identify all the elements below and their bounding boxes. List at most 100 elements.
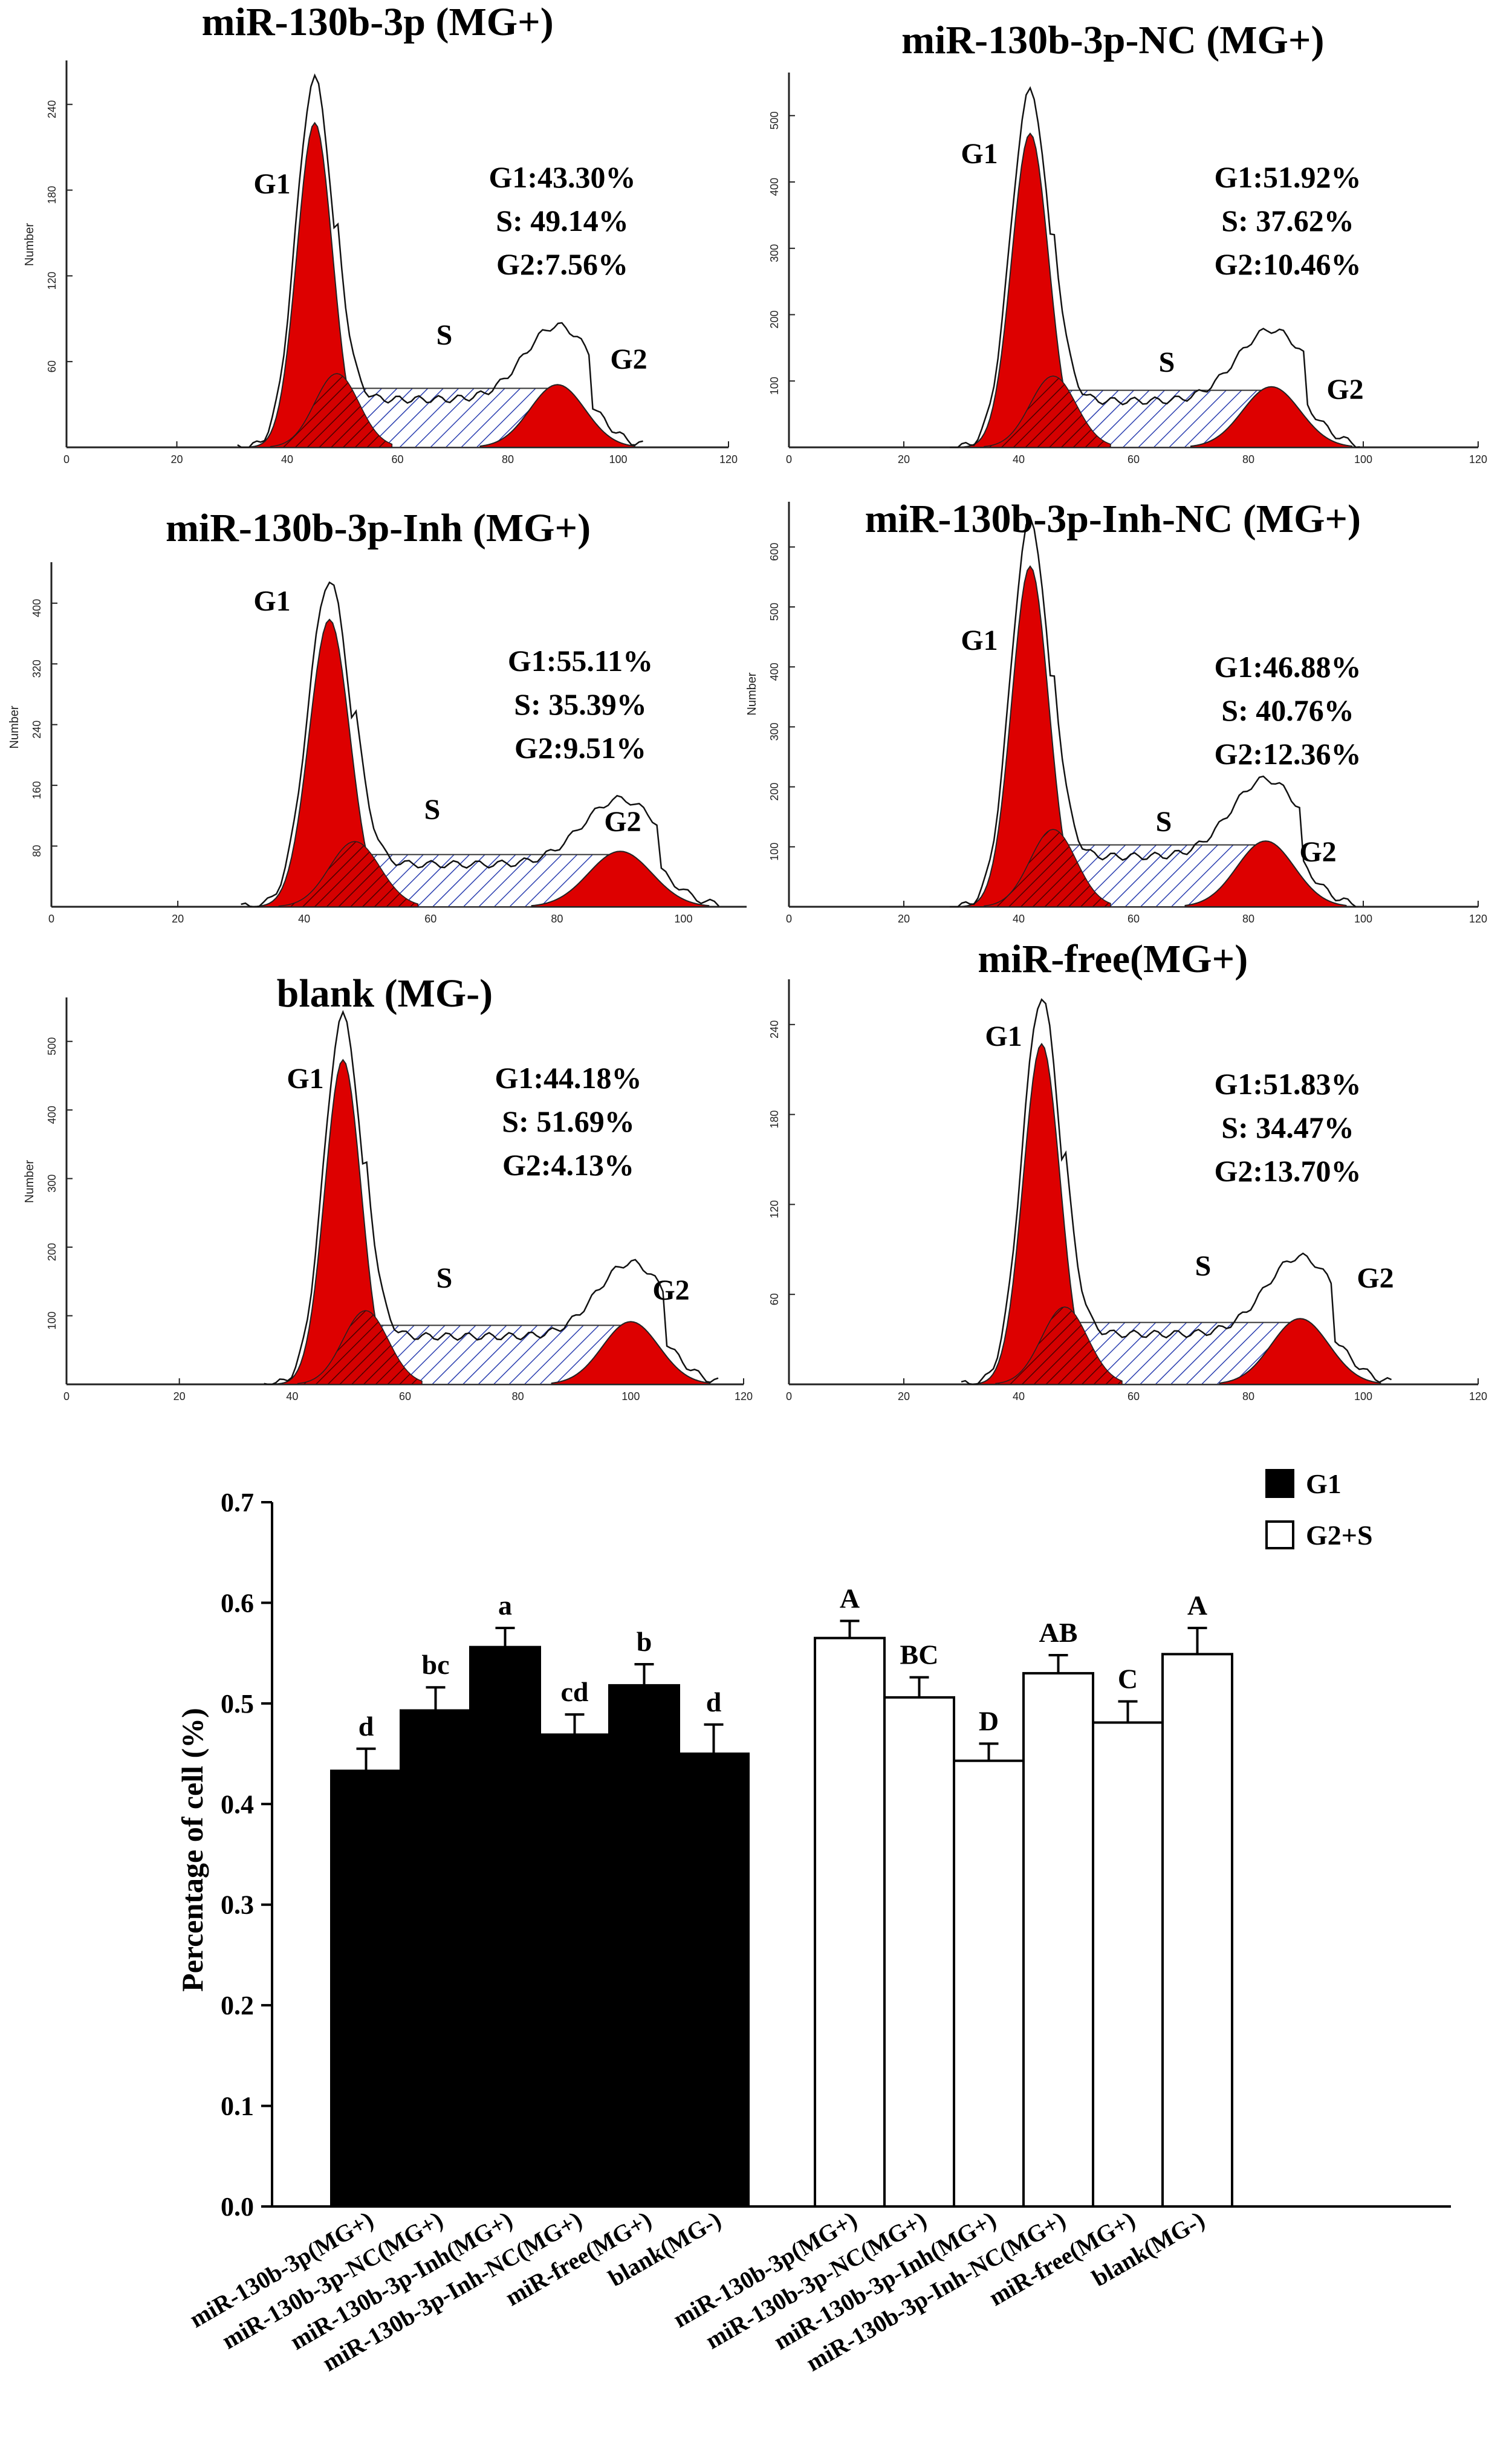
- histogram-y-tick-label: 180: [768, 1110, 780, 1129]
- bar-y-tick-label: 0.6: [221, 1588, 254, 1618]
- histogram-y-tick-label: 240: [31, 721, 43, 739]
- histogram-y-tick-label: 100: [46, 1312, 58, 1330]
- histogram-data-outline: [950, 515, 1357, 908]
- bar: [1161, 1653, 1233, 2208]
- histogram-y-tick-label: 80: [31, 845, 43, 857]
- histogram-x-tick-label: 0: [63, 453, 70, 465]
- histogram-y-tick-label: 500: [768, 603, 780, 621]
- histogram-g2-label: G2: [1326, 374, 1363, 406]
- histogram-stat-line: G2:4.13%: [502, 1148, 634, 1182]
- histogram-stat-line: G1:51.92%: [1214, 160, 1361, 194]
- histogram-x-tick-label: 80: [1242, 1390, 1254, 1402]
- histogram-y-axis-label: Number: [8, 705, 21, 748]
- histogram-s-label: S: [1159, 346, 1175, 378]
- histogram-stat-line: S: 49.14%: [496, 204, 628, 238]
- histogram-x-tick-label: 120: [735, 1390, 753, 1402]
- bar: [814, 1636, 886, 2208]
- histogram-stat-line: S: 51.69%: [502, 1104, 634, 1138]
- histogram-x-tick-label: 20: [172, 913, 184, 925]
- histogram-debris-peak: [995, 1306, 1123, 1385]
- histogram-s-label: S: [424, 794, 441, 826]
- bar-y-tick-label: 0.0: [221, 2192, 254, 2222]
- histogram-x-tick-label: 60: [1128, 1390, 1140, 1402]
- histogram-x-tick-label: 100: [1354, 913, 1372, 925]
- histogram-g1-label: G1: [253, 585, 290, 617]
- histogram-g2-label: G2: [610, 343, 647, 375]
- histogram-y-tick-label: 320: [31, 660, 43, 678]
- bar-significance-label: bc: [422, 1649, 450, 1680]
- histogram-stat-line: G1:55.11%: [508, 644, 653, 678]
- histogram-x-tick-label: 100: [1354, 453, 1372, 465]
- histogram-x-tick-label: 120: [1469, 913, 1487, 925]
- histogram-g1-label: G1: [287, 1063, 323, 1095]
- histogram-y-tick-label: 300: [768, 722, 780, 741]
- bar: [1092, 1721, 1164, 2208]
- histogram-data-outline: [241, 581, 719, 908]
- histogram-y-tick-label: 300: [46, 1175, 58, 1193]
- bar-significance-label: d: [359, 1711, 374, 1742]
- histogram-panel: 100 200 300 400 500 0 20 40 60 80 100 120 miR-130b-3…: [768, 18, 1487, 465]
- histogram-debris-peak: [270, 373, 393, 448]
- histogram-y-tick-label: 180: [46, 186, 58, 204]
- histogram-x-tick-label: 120: [719, 453, 738, 465]
- histogram-x-tick-label: 0: [786, 1390, 792, 1402]
- histogram-y-tick-label: 300: [768, 244, 780, 262]
- histogram-title: miR-130b-3p (MG+): [202, 0, 554, 44]
- histogram-x-tick-label: 120: [1469, 1390, 1487, 1402]
- bar-significance-label: AB: [1039, 1617, 1078, 1648]
- histogram-stat-line: G1:46.88%: [1214, 650, 1361, 684]
- histogram-s-label: S: [436, 1262, 453, 1294]
- bar: [539, 1733, 611, 2208]
- bar-significance-label: C: [1118, 1664, 1138, 1694]
- histogram-x-tick-label: 60: [424, 913, 436, 925]
- bar-y-tick-label: 0.4: [221, 1789, 254, 1819]
- bar-significance-label: cd: [561, 1676, 589, 1707]
- histogram-stat-line: G1:51.83%: [1214, 1067, 1361, 1101]
- histogram-title: miR-free(MG+): [978, 937, 1248, 981]
- histogram-x-tick-label: 80: [551, 913, 563, 925]
- histogram-x-tick-label: 60: [391, 453, 403, 465]
- histogram-x-tick-label: 20: [898, 453, 910, 465]
- bar: [883, 1696, 955, 2208]
- cell-cycle-bar-chart: 0.0 0.1 0.2 0.3 0.4 0.5 0.6 0.7 Percentage of ce…: [175, 1468, 1451, 2376]
- histogram-g2-peak: [1190, 386, 1352, 448]
- histogram-y-tick-label: 160: [31, 781, 43, 799]
- histogram-title: miR-130b-3p-NC (MG+): [901, 18, 1324, 62]
- flow-histogram-panels: 60 120 180 240 0 20 40 60 80 100 120 Number miR-130b…: [8, 0, 1487, 1402]
- legend-label: G2+S: [1306, 1520, 1373, 1551]
- histogram-data-outline: [264, 1010, 719, 1386]
- legend-swatch: [1265, 1469, 1294, 1498]
- bar-significance-label: d: [706, 1687, 722, 1717]
- histogram-stat-line: G1:43.30%: [488, 160, 635, 194]
- histogram-debris-peak: [278, 841, 419, 907]
- histogram-stat-line: G2:10.46%: [1214, 247, 1361, 281]
- bar-significance-label: a: [498, 1590, 512, 1621]
- bar-series: AmiR-130b-3p(MG+)BCmiR-130b-3p-NC(MG+)Dm…: [669, 1583, 1233, 2376]
- histogram-panel: 100 200 300 400 500 600 0 20 40 60 80 100 120 Number m…: [745, 497, 1487, 925]
- histogram-debris-peak: [297, 1310, 423, 1385]
- histogram-x-tick-label: 40: [298, 913, 310, 925]
- bar-y-tick-label: 0.1: [221, 2092, 254, 2121]
- histogram-debris-peak: [984, 829, 1111, 907]
- histogram-stat-line: G2:7.56%: [496, 247, 628, 281]
- histogram-x-tick-label: 80: [1242, 453, 1254, 465]
- bar-significance-label: BC: [900, 1639, 939, 1670]
- histogram-y-tick-label: 400: [46, 1106, 58, 1124]
- bar: [608, 1684, 680, 2208]
- bar-significance-label: A: [1187, 1590, 1207, 1621]
- bar: [330, 1769, 402, 2208]
- histogram-y-tick-label: 500: [46, 1037, 58, 1055]
- histogram-data-outline: [237, 73, 643, 449]
- histogram-s-label: S: [436, 319, 453, 351]
- histogram-y-tick-label: 120: [46, 271, 58, 290]
- bar: [678, 1752, 750, 2208]
- histogram-y-tick-label: 240: [46, 100, 58, 118]
- histogram-g2-label: G2: [1299, 836, 1336, 868]
- bar-y-axis-label: Percentage of cell (%): [175, 1708, 209, 1992]
- histogram-x-tick-label: 40: [1013, 1390, 1025, 1402]
- histogram-stat-line: G2:12.36%: [1214, 737, 1361, 771]
- bar: [953, 1759, 1025, 2208]
- histogram-g1-label: G1: [985, 1020, 1022, 1052]
- histogram-x-tick-label: 0: [786, 453, 792, 465]
